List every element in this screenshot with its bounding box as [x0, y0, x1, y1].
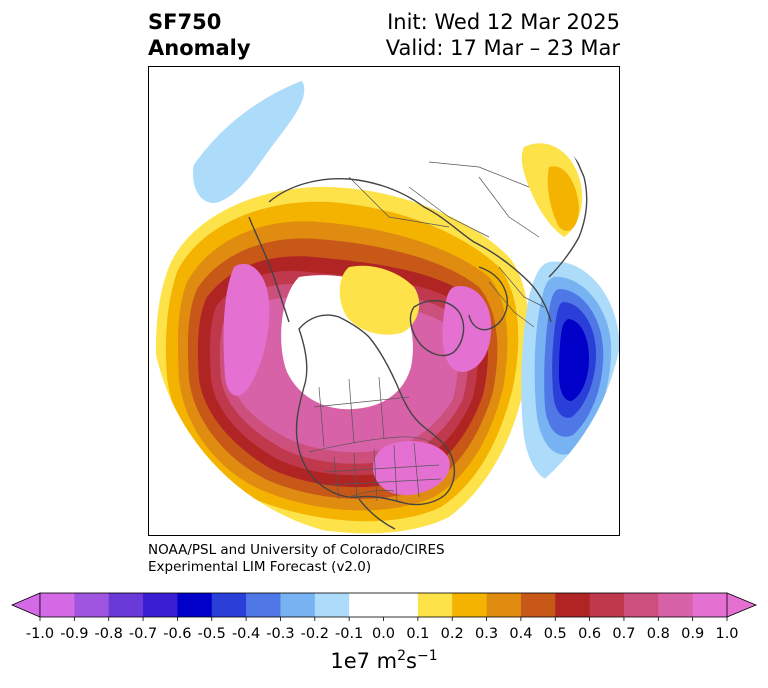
border-us-canada: [308, 436, 438, 453]
colorbar: [10, 592, 758, 621]
colorbar-tick-label: 0.0: [371, 626, 396, 642]
colorbar-segment: [74, 593, 110, 617]
positive-anomaly-pole: [339, 265, 420, 335]
colorbar-units: 1e7 m2s−1: [0, 648, 768, 673]
field-type: Anomaly: [148, 36, 251, 60]
colorbar-segment: [349, 593, 384, 617]
max-anomaly-pacific: [223, 263, 270, 396]
colorbar-segment: [314, 593, 350, 617]
units-sup2: −1: [417, 648, 438, 664]
province-line-1: [318, 386, 325, 448]
colorbar-tick-label: 0.7: [612, 626, 636, 642]
title-right: Init: Wed 12 Mar 2025 Valid: 17 Mar – 23…: [386, 9, 620, 61]
valid-range: Valid: 17 Mar – 23 Mar: [385, 36, 620, 60]
state-line-2: [353, 452, 358, 500]
colorbar-segment: [246, 593, 281, 617]
state-line-5: [413, 442, 420, 498]
colorbar-segment: [417, 593, 453, 617]
coast-asia: [268, 177, 552, 323]
blue-anomaly-nw: [193, 77, 305, 203]
colorbar-segment: [623, 593, 659, 617]
colorbar-tick-label: -0.1: [334, 626, 364, 642]
asia-border-4: [428, 161, 530, 188]
asia-border-1: [348, 176, 450, 228]
colorbar-tick-label: -0.6: [163, 626, 192, 642]
credit-line-1: NOAA/PSL and University of Colorado/CIRE…: [148, 542, 445, 558]
coast-mexico: [358, 498, 396, 530]
colorbar-tick-label: 0.6: [578, 626, 602, 642]
colorbar-segment: [658, 593, 694, 617]
colorbar-tick-labels: -1.0 -0.9 -0.8 -0.7 -0.6 -0.5 -0.4 -0.3 -0.2 -0.1…: [0, 626, 768, 646]
colorbar-tick-label: 0.5: [543, 626, 567, 642]
units-main: 1e7 m: [330, 649, 398, 673]
state-line-4: [393, 444, 398, 502]
credit-text: NOAA/PSL and University of Colorado/CIRE…: [148, 542, 445, 576]
units-sup1: 2: [397, 648, 407, 664]
europe-border-2: [488, 281, 535, 328]
colorbar-tick-label: -0.3: [266, 626, 295, 642]
europe-border-1: [498, 266, 545, 308]
anomaly-map: [155, 77, 619, 534]
colorbar-segment: [452, 593, 488, 617]
province-line-3: [378, 376, 385, 440]
border-us-mexico: [348, 490, 395, 498]
colorbar-segment: [280, 593, 316, 617]
coast-greenland: [409, 300, 465, 357]
state-line-3: [373, 448, 378, 502]
colorbar-tick-label: -0.4: [231, 626, 261, 642]
colorbar-tick-label: -0.5: [197, 626, 226, 642]
colorbar-tick-label: 0.8: [646, 626, 670, 642]
colorbar-segment: [143, 593, 178, 617]
asia-border-3: [478, 176, 540, 238]
positive-anomaly-ne-gold: [547, 166, 579, 231]
borders: [308, 161, 545, 502]
colorbar-tick-label: -0.2: [300, 626, 329, 642]
anomaly-field: [155, 77, 619, 534]
colorbar-tick-label: -0.9: [60, 626, 89, 642]
map-panel: [148, 66, 620, 536]
coast-europe: [468, 266, 508, 331]
colorbar-tick-label: 0.1: [406, 626, 430, 642]
colorbar-segment: [211, 593, 247, 617]
colorbar-tick-label: 0.9: [681, 626, 705, 642]
colorbar-segment: [589, 593, 625, 617]
colorbar-tick-label: -0.7: [128, 626, 158, 642]
province-line-2: [348, 378, 355, 444]
province-line-4: [313, 396, 410, 408]
colorbar-segment: [520, 593, 556, 617]
colorbar-segment: [486, 593, 522, 617]
colorbar-tick-label: 0.4: [509, 626, 533, 642]
negative-anomaly-core: [559, 319, 589, 401]
colorbar-tick-label: 1.0: [715, 626, 739, 642]
init-date: Init: Wed 12 Mar 2025: [387, 10, 620, 34]
colorbar-segment: [108, 593, 144, 617]
colorbar-tick-label: -1.0: [25, 626, 55, 642]
coast-alaska: [248, 216, 290, 323]
colorbar-segment: [692, 593, 728, 617]
field-name: SF750: [148, 10, 222, 34]
state-line-6: [323, 464, 440, 473]
colorbar-extend-low: [10, 592, 41, 618]
state-line-7: [326, 478, 442, 486]
colorbar-segment: [177, 593, 213, 617]
colorbar-segment: [383, 593, 419, 617]
credit-line-2: Experimental LIM Forecast (v2.0): [148, 559, 372, 575]
colorbar-tick-label: 0.3: [475, 626, 499, 642]
asia-border-2: [408, 186, 490, 238]
coast-north-america: [295, 314, 456, 506]
colorbar-segment: [40, 593, 75, 617]
state-line-1: [333, 456, 340, 500]
colorbar-tick-label: 0.2: [440, 626, 464, 642]
colorbar-tick-label: -0.8: [94, 626, 123, 642]
colorbar-segment: [555, 593, 591, 617]
title-left: SF750 Anomaly: [148, 9, 251, 61]
colorbar-extend-high: [726, 592, 758, 618]
units-s: s: [406, 649, 417, 673]
